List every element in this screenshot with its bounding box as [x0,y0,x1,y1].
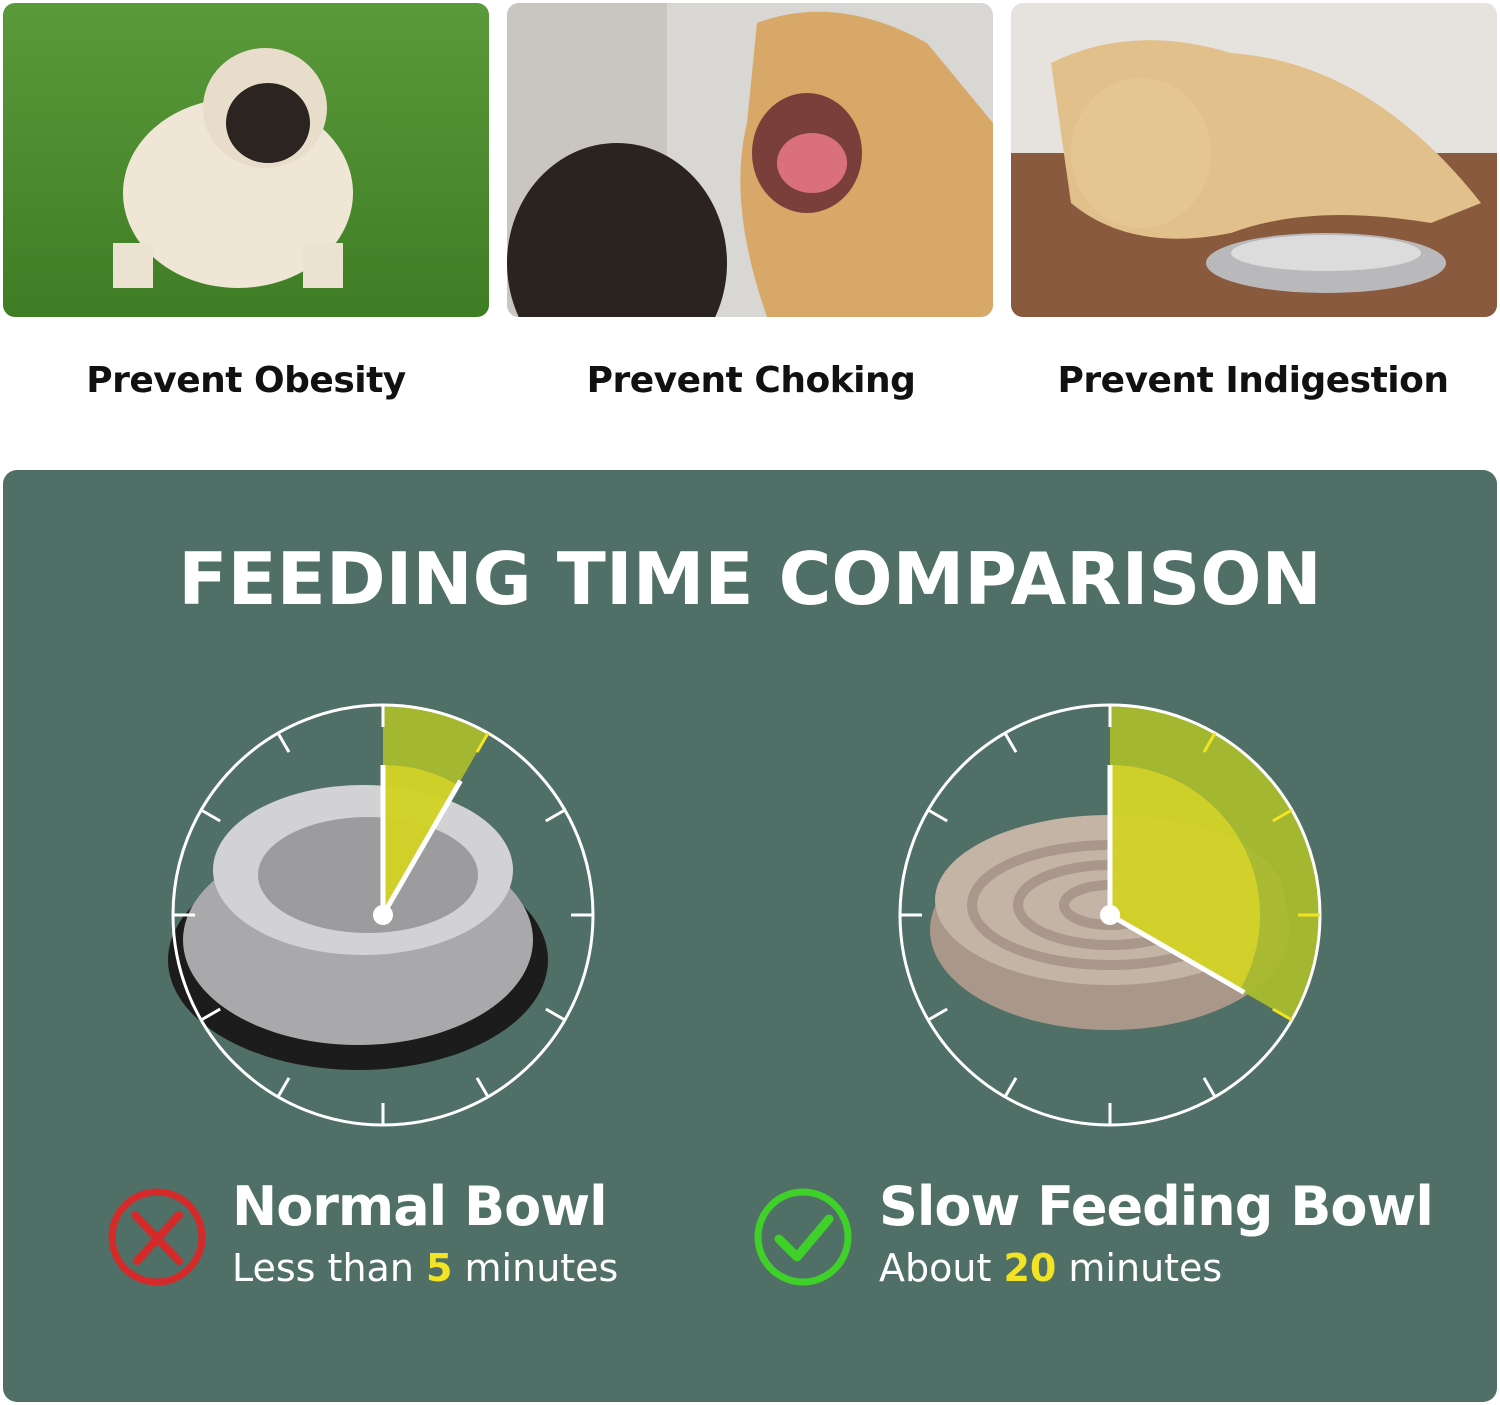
clock-tick [1272,808,1293,823]
elapsed-sector-inner [383,765,458,915]
clock-tick [475,732,490,753]
slow-bowl-title: Slow Feeding Bowl [879,1175,1434,1238]
time-prefix: About [879,1246,1004,1290]
clock-tick [1202,732,1217,753]
slow-bowl-clock [895,700,1325,1130]
normal-bowl-time: Less than 5 minutes [232,1246,618,1290]
clock-pivot [1100,905,1120,925]
clock-pivot [373,905,393,925]
time-value: 5 [426,1246,453,1290]
clock-tick [1272,1007,1293,1022]
clock-tick [200,1007,221,1022]
photo-labrador [1011,3,1497,317]
time-value: 20 [1003,1246,1057,1290]
clock-tick [475,1077,490,1098]
comparison-title: FEEDING TIME COMPARISON [178,537,1322,621]
clock-tick [545,1007,566,1022]
benefit-caption: Prevent Obesity [86,360,406,401]
slow-bowl-time: About 20 minutes [879,1246,1222,1290]
clock-hand-end [380,779,463,917]
clock-hand-end [1108,912,1246,995]
time-prefix: Less than [232,1246,426,1290]
normal-bowl-clock [168,700,598,1130]
clock-tick [927,808,948,823]
clock-tick [927,1007,948,1022]
benefit-caption: Prevent Choking [586,360,916,401]
time-suffix: minutes [1056,1246,1223,1290]
photo-golden-retriever [507,3,993,317]
clock-tick [276,1077,291,1098]
elapsed-sector-inner [1110,765,1260,990]
benefit-caption: Prevent Indigestion [1057,360,1449,401]
clock-tick [1003,1077,1018,1098]
clock-tick [545,808,566,823]
check-circle-icon [751,1185,855,1289]
bowl-inside [258,817,478,933]
clock-tick [1202,1077,1217,1098]
time-suffix: minutes [452,1246,619,1290]
clock-tick [200,808,221,823]
normal-bowl-title: Normal Bowl [232,1175,608,1238]
photo-pug [3,3,489,317]
clock-tick [276,732,291,753]
clock-tick [1003,732,1018,753]
x-circle-icon [105,1185,209,1289]
